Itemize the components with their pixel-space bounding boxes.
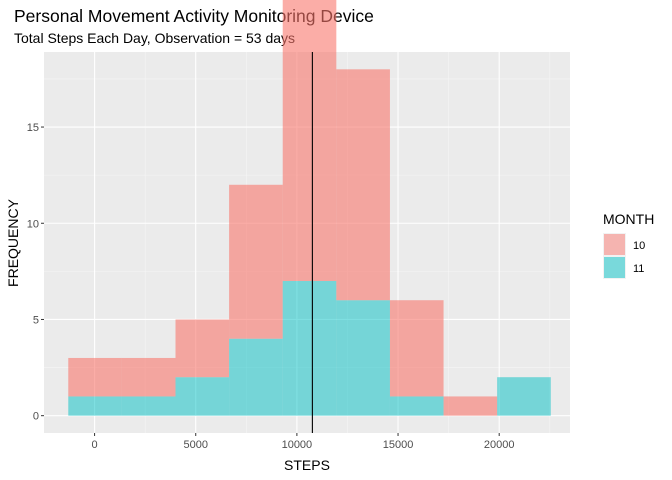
legend-label-month-11: 11 [633,263,644,275]
y-axis-title: FREQUENCY [5,198,21,287]
x-tick-label: 15000 [383,439,414,451]
legend-key-month-11 [604,257,625,278]
histogram-bars [68,0,551,416]
legend: MONTH 10 11 [603,211,654,279]
bar-month-11-bin-2 [121,396,176,416]
x-tick-label: 5000 [183,439,207,451]
bar-month-10-bin-7 [389,300,444,397]
bar-month-10-bin-1 [68,357,122,397]
y-tick-label: 10 [27,218,39,230]
bar-month-11-bin-9 [497,377,551,416]
bar-month-11-bin-3 [175,377,230,416]
bar-month-11-bin-7 [389,396,444,416]
y-axis: 0 5 10 15 [27,122,44,423]
x-axis-title: STEPS [284,457,330,473]
y-tick-label: 5 [33,314,39,326]
bar-month-10-bin-8 [443,396,498,416]
bar-month-10-bin-5 [282,0,337,281]
bar-month-10-bin-2 [121,357,176,397]
y-tick-label: 15 [27,122,39,134]
x-axis: 0 5000 10000 15000 20000 [92,433,515,451]
legend-key-month-10 [604,234,625,255]
bar-month-11-bin-1 [68,396,122,416]
x-tick-label: 10000 [282,439,313,451]
bar-month-11-bin-4 [229,338,283,416]
bar-month-11-bin-6 [336,300,390,416]
x-tick-label: 20000 [484,439,515,451]
bar-month-10-bin-4 [229,184,283,339]
y-tick-label: 0 [33,411,39,423]
bar-month-10-bin-6 [336,69,390,301]
x-tick-label: 0 [92,439,98,451]
legend-label-month-10: 10 [633,240,645,252]
chart-subtitle: Total Steps Each Day, Observation = 53 d… [14,30,295,46]
legend-title: MONTH [603,211,654,227]
bar-month-11-bin-5 [282,280,337,416]
bar-month-10-bin-3 [175,319,230,378]
